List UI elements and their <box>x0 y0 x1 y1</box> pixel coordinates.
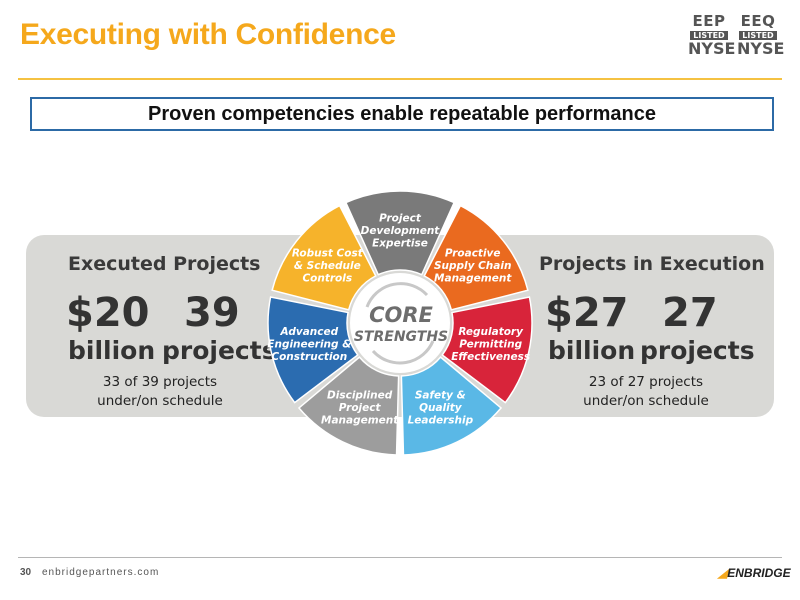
logo-listed: LISTED <box>739 31 777 40</box>
in-execution-count: 27 <box>662 290 718 336</box>
executed-amount: $20 <box>66 290 150 336</box>
enbridge-wordmark: ENBRIDGE <box>727 566 791 580</box>
wheel-segment-label-line: Expertise <box>372 238 428 250</box>
wheel-segment-label-line: Management <box>321 414 399 426</box>
executed-note: 33 of 39 projects under/on schedule <box>70 373 250 411</box>
wheel-segment-label-line: Engineering & <box>267 339 351 351</box>
executed-amount-unit: billion <box>68 336 156 365</box>
executed-heading: Executed Projects <box>68 253 261 275</box>
in-execution-heading: Projects in Execution <box>539 253 765 275</box>
enbridge-mark-icon: ◢ <box>718 566 728 580</box>
subtitle-box: Proven competencies enable repeatable pe… <box>30 97 774 131</box>
wheel-segment-label-line: Development <box>361 225 441 237</box>
wheel-segment-label: Safety & Quality Leadership <box>408 389 474 426</box>
executed-count-unit: projects <box>162 336 277 365</box>
wheel-segment <box>271 204 377 311</box>
wheel-segment-label: Proactive Supply Chain Management <box>434 248 512 285</box>
wheel-segment-label-line: Proactive <box>445 248 501 260</box>
wheel-segment <box>423 204 529 311</box>
executed-count: 39 <box>184 290 240 336</box>
slide-title: Executing with Confidence <box>20 18 396 51</box>
wheel-segment-label-line: Supply Chain <box>434 260 512 272</box>
wheel-segment-label-line: Safety & <box>415 389 466 401</box>
center-swoosh-icon <box>371 340 435 365</box>
eeq-nyse-logo: EEQ LISTED NYSE <box>737 12 785 58</box>
wheel-segment <box>297 356 400 455</box>
wheel-segment <box>344 190 456 276</box>
in-execution-count-unit: projects <box>640 336 755 365</box>
executed-note-line2: under/on schedule <box>97 393 223 409</box>
wheel-center <box>350 273 450 373</box>
logo-listed: LISTED <box>690 31 728 40</box>
title-divider <box>18 78 782 80</box>
in-execution-amount: $27 <box>545 290 629 336</box>
wheel-segment-label-line: Management <box>434 273 512 285</box>
logo-ticker: EEQ <box>740 12 776 30</box>
wheel-segment-label-line: Effectiveness <box>451 351 530 363</box>
wheel-segment-label-line: Robust Cost <box>292 248 364 260</box>
wheel-segment-label-line: Disciplined <box>327 389 393 401</box>
wheel-segment-label-line: & Schedule <box>294 260 361 272</box>
in-execution-amount-unit: billion <box>548 336 636 365</box>
wheel-segment-label-line: Quality <box>419 402 463 414</box>
wheel-segment-label-line: Project <box>339 402 382 414</box>
logo-exchange: NYSE <box>688 39 736 58</box>
wheel-segment-label-line: Construction <box>271 351 347 363</box>
in-execution-note: 23 of 27 projects under/on schedule <box>556 373 736 411</box>
wheel-segment-label-line: Project <box>379 213 422 225</box>
center-label-line1: CORE <box>369 303 433 327</box>
logo-ticker: EEP <box>692 12 726 30</box>
wheel-segment-label-line: Advanced <box>280 326 339 338</box>
executed-note-line1: 33 of 39 projects <box>102 374 218 390</box>
wheel-segment <box>441 296 533 404</box>
wheel-segment-label: Robust Cost & Schedule Controls <box>292 248 364 285</box>
in-execution-note-line1: 23 of 27 projects <box>588 374 704 390</box>
footer-website: enbridgepartners.com <box>42 567 160 578</box>
wheel-segment-label-line: Leadership <box>408 414 474 426</box>
center-swoosh-icon <box>365 282 429 308</box>
wheel-segment-label: Project Development Expertise <box>361 213 441 250</box>
wheel-segment-label: Regulatory Permitting Effectiveness <box>451 326 530 363</box>
footer-divider <box>18 557 782 558</box>
wheel-segment <box>267 296 359 404</box>
center-label-line2: STRENGTHS <box>354 329 448 345</box>
wheel-segment-label-line: Controls <box>302 273 352 285</box>
in-execution-note-line2: under/on schedule <box>583 393 709 409</box>
eep-nyse-logo: EEP LISTED NYSE <box>688 12 736 58</box>
wheel-segment-label: Advanced Engineering & Construction <box>267 326 351 363</box>
wheel-segment-label-line: Regulatory <box>458 326 524 338</box>
page-number: 30 <box>20 567 32 578</box>
logo-exchange: NYSE <box>737 39 785 58</box>
wheel-segment-label-line: Permitting <box>459 339 522 351</box>
wheel-segment <box>400 356 503 455</box>
enbridge-logo: ◢ENBRIDGE <box>718 566 791 580</box>
wheel-segment-label: Disciplined Project Management <box>321 389 399 426</box>
